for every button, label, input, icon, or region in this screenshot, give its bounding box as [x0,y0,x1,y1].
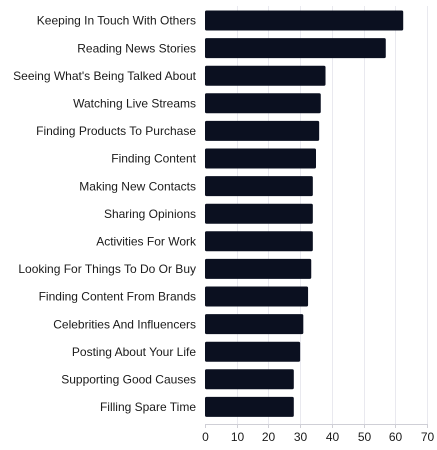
bar [205,38,386,59]
x-tick-label: 50 [358,430,372,444]
bar [205,396,294,417]
category-label: Finding Content From Brands [39,290,196,304]
x-tick-label: 0 [202,430,209,444]
category-label: Finding Products To Purchase [36,124,196,138]
bar [205,286,309,307]
bar [205,231,313,252]
category-label: Seeing What's Being Talked About [13,69,197,83]
bar [205,369,294,390]
category-label: Activities For Work [96,235,197,249]
x-axis-ticks: 0 10 20 30 40 50 60 70 [202,424,434,444]
x-tick-label: 10 [231,430,245,444]
x-tick-label: 20 [262,430,276,444]
bars [205,10,404,417]
bar [205,10,404,31]
bar [205,314,304,335]
category-label: Supporting Good Causes [61,373,196,387]
bar [205,148,316,169]
bar [205,93,321,114]
category-label: Reading News Stories [77,41,196,55]
x-tick-label: 70 [421,430,435,444]
category-label: Watching Live Streams [73,97,196,111]
category-label: Keeping In Touch With Others [37,14,196,28]
category-label: Celebrities And Influencers [53,317,196,331]
x-tick-label: 60 [389,430,403,444]
category-label: Sharing Opinions [104,207,196,221]
category-labels: Keeping In Touch With Others Reading News… [13,14,197,414]
category-label: Looking For Things To Do Or Buy [18,262,196,276]
x-tick-label: 30 [294,430,308,444]
bar [205,176,313,197]
bar [205,65,326,86]
x-tick-label: 40 [326,430,340,444]
bar [205,341,301,362]
bar [205,258,312,279]
bar [205,120,320,141]
category-label: Making New Contacts [79,179,196,193]
category-label: Posting About Your Life [72,345,196,359]
category-label: Filling Spare Time [100,400,196,414]
bar [205,203,313,224]
category-label: Finding Content [111,152,196,166]
